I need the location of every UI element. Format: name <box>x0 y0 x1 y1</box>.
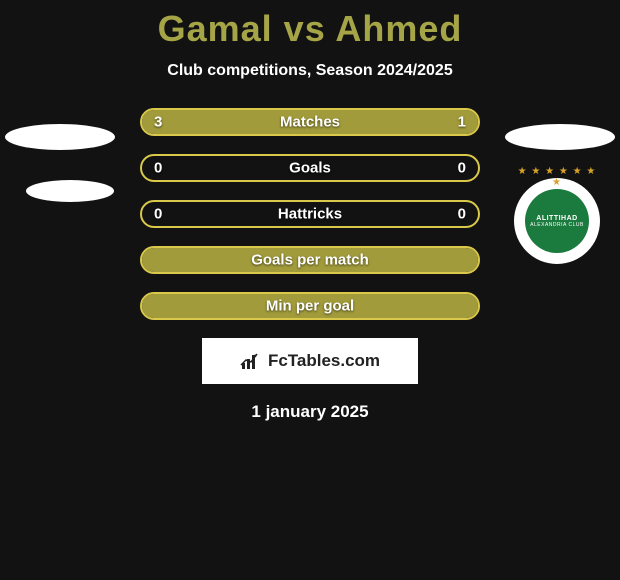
stat-bar: Goals per match <box>140 246 480 274</box>
page-title: Gamal vs Ahmed <box>0 0 620 50</box>
stat-bar: Min per goal <box>140 292 480 320</box>
snapshot-date: 1 january 2025 <box>0 402 620 422</box>
stat-row: Matches 3 1 <box>0 108 620 136</box>
stat-label: Goals <box>289 160 331 177</box>
stat-row: Min per goal <box>0 292 620 320</box>
footer-attribution: FcTables.com <box>202 338 418 384</box>
stat-value-right: 0 <box>458 206 466 223</box>
stat-value-right: 1 <box>458 114 466 131</box>
stat-row: Goals 0 0 <box>0 154 620 182</box>
stat-value-left: 0 <box>154 160 162 177</box>
footer-brand-text: FcTables.com <box>268 351 380 371</box>
chart-icon <box>240 351 262 371</box>
stat-value-right: 0 <box>458 160 466 177</box>
stat-value-left: 3 <box>154 114 162 131</box>
stat-bar: Matches 3 1 <box>140 108 480 136</box>
stat-label: Min per goal <box>266 298 354 315</box>
stat-bar-left-fill <box>142 110 394 134</box>
player-left-ellipse-2 <box>26 180 114 202</box>
page-subtitle: Club competitions, Season 2024/2025 <box>0 62 620 80</box>
stat-label: Hattricks <box>278 206 342 223</box>
stat-label: Goals per match <box>251 252 369 269</box>
stat-label: Matches <box>280 114 340 131</box>
stat-row: Goals per match <box>0 246 620 274</box>
stat-bar: Goals 0 0 <box>140 154 480 182</box>
stat-row: Hattricks 0 0 <box>0 200 620 228</box>
stat-bar: Hattricks 0 0 <box>140 200 480 228</box>
stat-value-left: 0 <box>154 206 162 223</box>
